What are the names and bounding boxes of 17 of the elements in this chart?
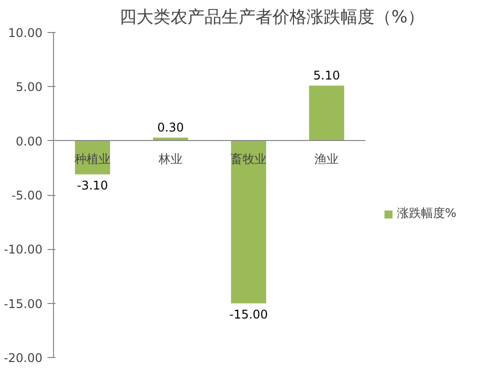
x-tick-label: 林业 (158, 152, 183, 166)
chart-title: 四大类农产品生产者价格涨跌幅度（%） (119, 8, 425, 28)
y-tick-label: 10.00 (8, 26, 43, 40)
legend-label: 涨跌幅度% (397, 205, 456, 222)
data-label: -3.10 (76, 178, 108, 192)
data-label: 5.10 (313, 68, 340, 83)
data-label: -15.00 (229, 307, 268, 322)
bar (231, 140, 266, 304)
bar (309, 86, 344, 141)
y-tick-label: -10.00 (4, 242, 43, 257)
y-tick-label: -15.00 (4, 296, 43, 311)
y-tick-label: -5.00 (11, 188, 43, 202)
data-label: 0.30 (157, 120, 184, 135)
y-tick-label: 0.00 (16, 134, 42, 148)
x-tick-label: 渔业 (314, 152, 339, 166)
y-tick-label: 5.00 (16, 80, 42, 94)
y-tick-label: -20.00 (4, 351, 43, 365)
